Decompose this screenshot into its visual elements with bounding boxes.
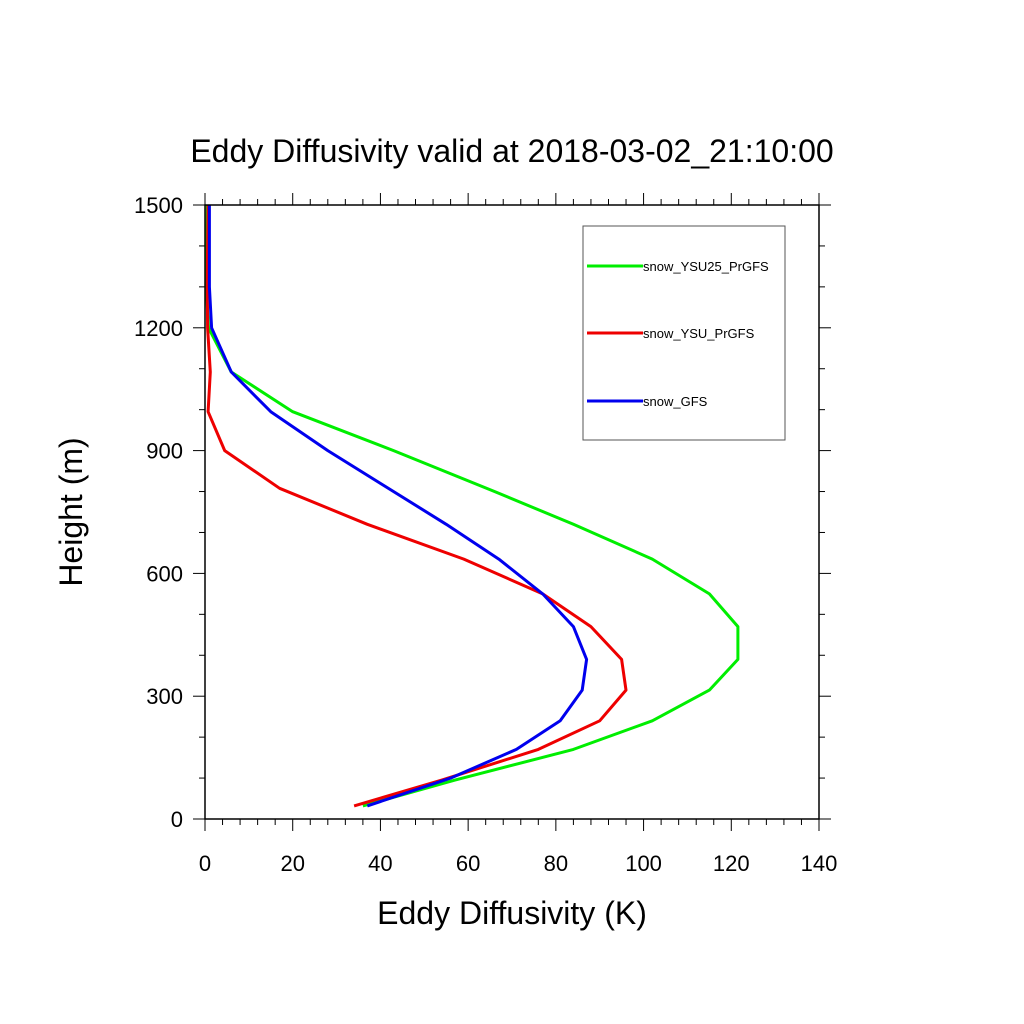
y-axis-title: Height (m): [53, 437, 89, 586]
series-line-snow_GFS: [207, 205, 589, 808]
legend-label: snow_YSU25_PrGFS: [643, 259, 769, 274]
y-tick-label: 0: [171, 807, 183, 832]
x-tick-label: 20: [280, 851, 304, 876]
x-tick-label: 80: [544, 851, 568, 876]
plot-frame: [204, 204, 820, 820]
axis-ticks: [193, 193, 831, 831]
x-tick-label: 60: [456, 851, 480, 876]
tick-labels: 0 20 40 60 80 100 120 140 0 300 600 900 1200 1500: [134, 193, 837, 876]
x-tick-label: 140: [801, 851, 838, 876]
x-axis-title: Eddy Diffusivity (K): [377, 895, 647, 931]
y-tick-label: 600: [146, 561, 183, 586]
x-tick-label: 0: [199, 851, 211, 876]
y-tick-label: 1200: [134, 316, 183, 341]
series-line-snow_YSU_PrGFS: [205, 204, 628, 808]
legend-label: snow_GFS: [643, 394, 708, 409]
series-lines: [204, 204, 740, 808]
y-tick-label: 900: [146, 439, 183, 464]
legend: snow_YSU25_PrGFS snow_YSU_PrGFS snow_GFS: [582, 225, 786, 441]
y-tick-label: 300: [146, 684, 183, 709]
x-tick-label: 100: [625, 851, 662, 876]
x-tick-label: 40: [368, 851, 392, 876]
legend-label: snow_YSU_PrGFS: [643, 326, 755, 341]
y-tick-label: 1500: [134, 193, 183, 218]
x-tick-label: 120: [713, 851, 750, 876]
chart-title: Eddy Diffusivity valid at 2018-03-02_21:…: [190, 133, 833, 169]
